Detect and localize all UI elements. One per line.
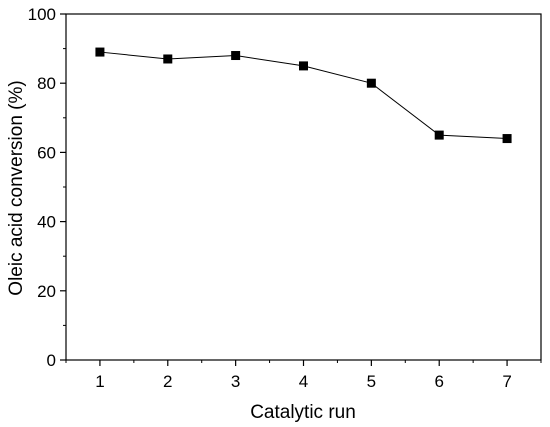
y-axis-label: Oleic acid conversion (%): [6, 80, 27, 295]
y-tick-label-60: 60: [37, 143, 56, 162]
data-point-run-7: [502, 134, 512, 144]
x-tick-label-6: 6: [434, 372, 443, 391]
data-point-run-3: [231, 51, 241, 61]
y-tick-label-100: 100: [28, 5, 56, 24]
y-tick-label-0: 0: [47, 351, 56, 370]
x-tick-label-1: 1: [95, 372, 104, 391]
x-tick-label-4: 4: [299, 372, 308, 391]
data-point-run-5: [366, 78, 376, 88]
y-tick-label-80: 80: [37, 74, 56, 93]
data-point-run-2: [163, 54, 173, 64]
data-point-run-6: [434, 130, 444, 140]
x-tick-label-7: 7: [502, 372, 511, 391]
x-tick-label-5: 5: [367, 372, 376, 391]
y-tick-label-20: 20: [37, 282, 56, 301]
x-tick-label-3: 3: [231, 372, 240, 391]
data-point-run-1: [95, 47, 105, 57]
x-tick-label-2: 2: [163, 372, 172, 391]
data-point-run-4: [299, 61, 308, 71]
x-axis-label: Catalytic run: [250, 402, 356, 423]
y-tick-label-40: 40: [37, 213, 56, 232]
